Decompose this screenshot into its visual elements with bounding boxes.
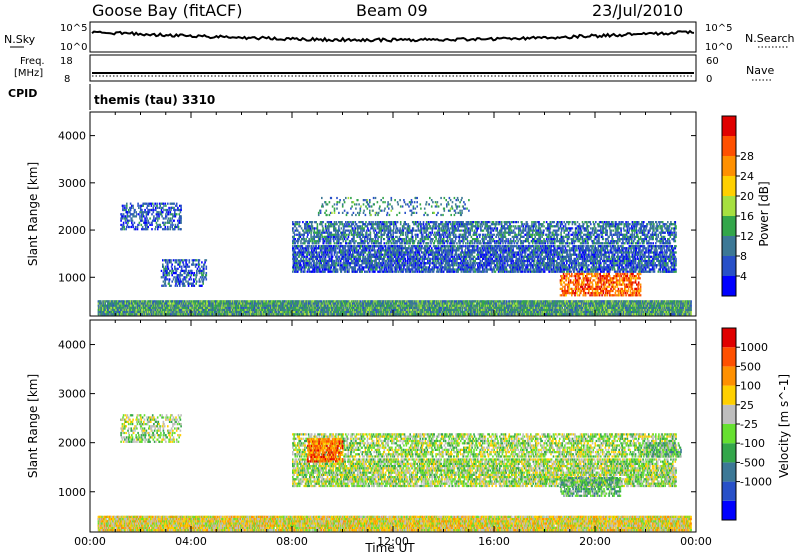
power-data-cell [276, 311, 278, 313]
power-data-cell [498, 302, 500, 304]
power-data-cell [137, 309, 139, 311]
power-data-cell [337, 305, 339, 307]
cpid-label: CPID [8, 87, 37, 100]
power-data-cell [347, 307, 349, 309]
power-data-cell [169, 302, 171, 304]
station-title: Goose Bay (fitACF) [92, 1, 242, 20]
noise-left-bottom-tick: 10^0 [60, 42, 87, 53]
power-data-cell [133, 305, 135, 307]
power-data-cell [401, 305, 403, 307]
nsearch-label: N.Search [745, 32, 795, 45]
power-data-cell [460, 313, 462, 315]
power-data-cell [387, 313, 389, 315]
power-data-cell [444, 305, 446, 307]
power-data-cell [100, 300, 102, 302]
power-data-cell [396, 302, 398, 304]
power-data-cell [410, 309, 412, 311]
power-data-cell [188, 305, 190, 307]
power-data-cell [318, 305, 320, 307]
power-data-cell [391, 302, 393, 304]
cpid-text: themis (tau) 3310 [94, 93, 215, 107]
power-data-cell [476, 307, 478, 309]
nave-right-top-tick: 60 [706, 56, 719, 67]
power-data-cell [163, 300, 165, 302]
freq-panel-frame [90, 55, 696, 81]
power-data-cell [320, 300, 322, 302]
power-data-cell [562, 307, 564, 309]
power-data-cell [473, 302, 475, 304]
power-data-cell [512, 302, 514, 304]
noise-right-top-tick: 10^5 [705, 23, 732, 34]
noise-right-bottom-tick: 10^0 [705, 42, 732, 53]
date-title: 23/Jul/2010 [592, 1, 683, 20]
power-data-cell [183, 309, 185, 311]
power-data-cell [360, 307, 362, 309]
noise-left-top-tick: 10^5 [60, 23, 87, 34]
power-data-cell [500, 300, 502, 302]
noise-trace [92, 31, 694, 41]
beam-title: Beam 09 [356, 1, 428, 20]
power-data-group [98, 197, 692, 315]
power-data-cell [416, 302, 418, 304]
power-data-cell [458, 311, 460, 313]
freq-left-bottom-tick: 8 [64, 74, 70, 85]
power-data-cell [98, 305, 100, 307]
nsky-label: N.Sky [4, 33, 36, 46]
nave-label: Nave [746, 64, 774, 77]
power-data-cell [452, 307, 454, 309]
power-data-cell [145, 300, 147, 302]
power-data-cell [352, 313, 354, 315]
freq-left-top-tick: 18 [60, 56, 73, 67]
power-data-cell [538, 313, 540, 315]
power-data-cell [279, 300, 281, 302]
power-data-cell [460, 309, 462, 311]
power-data-cell [586, 307, 588, 309]
power-data-cell [506, 300, 508, 302]
power-data-cell [343, 307, 345, 309]
power-data-cell [349, 300, 351, 302]
freq-label-line1: Freq. [20, 56, 45, 67]
power-data-cell [360, 300, 362, 302]
power-data-cell [462, 309, 464, 311]
power-data-cell [488, 311, 490, 313]
power-data-cell [308, 313, 310, 315]
power-data-cell [557, 302, 559, 304]
power-data-cell [440, 307, 442, 309]
power-data-cell [105, 302, 107, 304]
power-data-cell [495, 302, 497, 304]
nave-right-bottom-tick: 0 [706, 74, 712, 85]
freq-label-line2: [MHz] [14, 68, 43, 79]
power-data-cell [588, 309, 590, 311]
power-data-cell [582, 309, 584, 311]
